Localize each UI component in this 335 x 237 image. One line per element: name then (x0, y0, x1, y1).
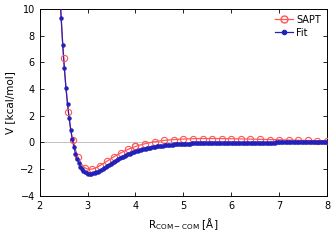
X-axis label: R$_{\mathregular{COM-COM}}$ [$\mathregular{\AA}$]: R$_{\mathregular{COM-COM}}$ [$\mathregul… (148, 216, 218, 232)
Legend: SAPT, Fit: SAPT, Fit (271, 11, 325, 41)
Y-axis label: V [kcal/mol]: V [kcal/mol] (5, 71, 15, 134)
